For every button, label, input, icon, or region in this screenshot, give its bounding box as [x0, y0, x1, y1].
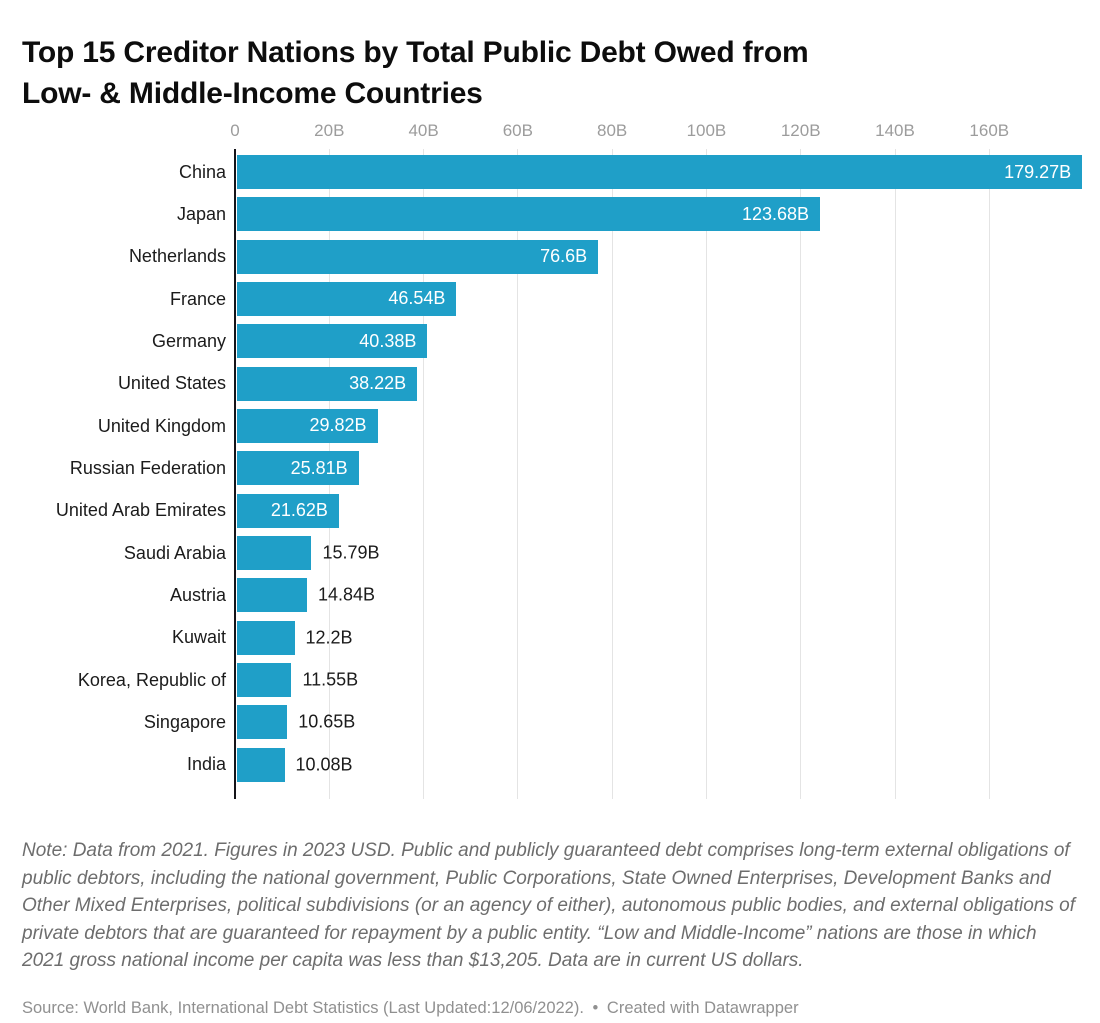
category-label: United Arab Emirates — [55, 500, 226, 521]
value-label: 10.65B — [298, 711, 356, 732]
value-label: 76.6B — [540, 246, 588, 267]
bar-row: Russian Federation 25.81B — [0, 447, 1100, 489]
value-label: 179.27B — [1004, 161, 1072, 182]
bar-row: France 46.54B — [0, 278, 1100, 320]
value-label: 29.82B — [309, 415, 367, 436]
value-label: 38.22B — [349, 373, 407, 394]
bar: 40.38B — [237, 324, 428, 359]
bar-row: Japan 123.68B — [0, 193, 1100, 235]
category-label: Netherlands — [128, 246, 226, 267]
value-label: 15.79B — [322, 542, 380, 563]
category-label: United Kingdom — [97, 415, 226, 436]
bar-row: Netherlands 76.6B — [0, 236, 1100, 278]
bar: 21.62B — [237, 493, 339, 528]
value-label: 46.54B — [388, 288, 446, 309]
gridline — [423, 149, 425, 799]
source-text: Source: World Bank, International Debt S… — [22, 998, 584, 1017]
bar: 25.81B — [237, 451, 359, 486]
category-label: India — [186, 754, 226, 775]
bar: 11.55B — [237, 662, 358, 697]
category-label: Saudi Arabia — [123, 542, 226, 563]
category-label: China — [178, 161, 226, 182]
bar-row: Korea, Republic of 11.55B — [0, 659, 1100, 701]
x-axis-tick-label: 0 — [230, 121, 240, 140]
bar: 76.6B — [237, 239, 599, 274]
bar-row: India 10.08B — [0, 744, 1100, 786]
bar-row: Singapore 10.65B — [0, 701, 1100, 743]
value-label: 12.2B — [305, 627, 353, 648]
bar-row: Germany 40.38B — [0, 320, 1100, 362]
x-axis-tick-label: 20B — [314, 121, 345, 140]
gridline — [988, 149, 990, 799]
x-axis-tick-label: 160B — [969, 121, 1010, 140]
category-label: Kuwait — [171, 627, 226, 648]
value-label: 11.55B — [302, 669, 359, 690]
gridline — [894, 149, 896, 799]
value-label: 10.08B — [295, 754, 353, 775]
chart-title-line-1: Top 15 Creditor Nations by Total Public … — [22, 36, 809, 70]
category-label: Germany — [151, 330, 226, 351]
bar-row: Saudi Arabia 15.79B — [0, 532, 1100, 574]
category-label: Korea, Republic of — [77, 669, 226, 690]
x-axis-tick-label: 40B — [408, 121, 439, 140]
x-axis-tick-label: 80B — [597, 121, 628, 140]
value-label: 25.81B — [290, 457, 348, 478]
value-label: 40.38B — [359, 330, 417, 351]
value-label: 123.68B — [742, 203, 810, 224]
x-axis-tick-label: 120B — [780, 121, 821, 140]
x-axis-ticks: 0 20B 40B 60B 80B 100B 120B 140B 160B — [230, 121, 1093, 143]
x-axis-tick-label: 60B — [502, 121, 533, 140]
chart-title-line-2: Low- & Middle-Income Countries — [22, 77, 483, 111]
gridline — [800, 149, 802, 799]
gridline — [517, 149, 519, 799]
bar-row: Austria 14.84B — [0, 574, 1100, 616]
chart-source: Source: World Bank, International Debt S… — [22, 999, 1084, 1018]
category-label: Russian Federation — [69, 457, 226, 478]
y-axis-line — [234, 149, 236, 799]
gridline — [705, 149, 707, 799]
category-label: Japan — [176, 203, 226, 224]
gridline — [611, 149, 613, 799]
bar: 179.27B — [237, 155, 1083, 189]
bar: 29.82B — [237, 408, 378, 443]
separator-dot: • — [592, 998, 599, 1017]
bar-row: United Arab Emirates 21.62B — [0, 490, 1100, 532]
bar: 15.79B — [237, 535, 380, 570]
category-label: Singapore — [143, 711, 226, 732]
bar-row: United Kingdom 29.82B — [0, 405, 1100, 447]
attribution-text: Created with Datawrapper — [606, 998, 799, 1017]
bar: 12.2B — [237, 620, 353, 655]
bar-row: United States 38.22B — [0, 363, 1100, 405]
bar: 38.22B — [237, 366, 418, 401]
bar-row: China 179.27B — [0, 151, 1100, 193]
bar-row: Kuwait 12.2B — [0, 617, 1100, 659]
x-axis-tick-label: 100B — [686, 121, 727, 140]
bar: 10.65B — [237, 705, 355, 740]
category-label: United States — [117, 373, 226, 394]
category-label: France — [169, 288, 226, 309]
bar-rows: China 179.27B Japan 123.68B Netherlands 76.6B… — [0, 151, 1100, 786]
value-label: 21.62B — [270, 500, 328, 521]
chart-note: Note: Data from 2021. Figures in 2023 US… — [22, 840, 1075, 971]
bar: 10.08B — [237, 747, 353, 782]
bar: 14.84B — [237, 578, 375, 613]
category-label: Austria — [169, 584, 226, 605]
x-axis-tick-label: 140B — [875, 121, 915, 140]
value-label: 14.84B — [317, 584, 376, 605]
bar: 46.54B — [237, 281, 457, 316]
bar: 123.68B — [237, 197, 821, 232]
chart-title: Top 15 Creditor Nations by Total Public … — [22, 32, 1072, 114]
